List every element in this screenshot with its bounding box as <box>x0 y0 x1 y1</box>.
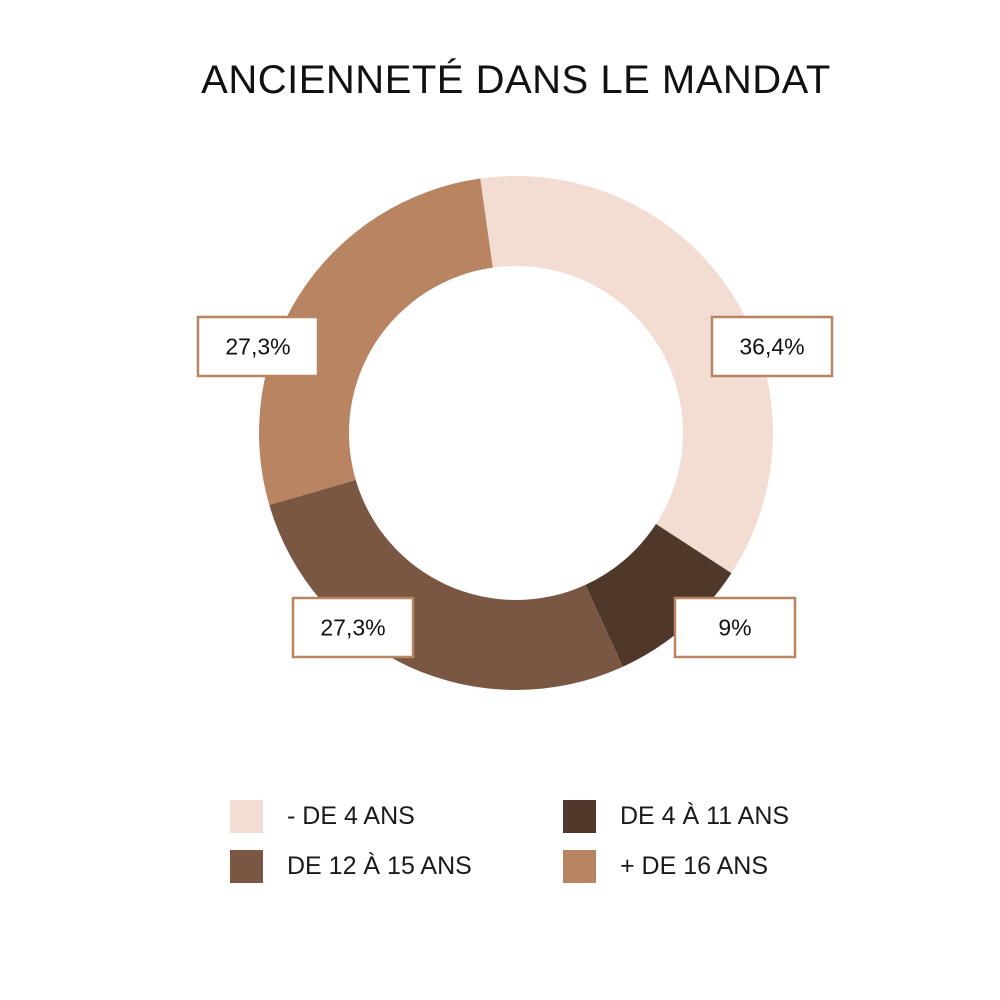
data-label-box <box>291 596 415 659</box>
legend-swatch <box>563 850 596 883</box>
donut-slice-1 <box>480 176 773 574</box>
data-label-text: 36,4% <box>739 334 804 360</box>
legend-item-4-11: DE 4 À 11 ANS <box>563 800 789 833</box>
legend-label: DE 4 À 11 ANS <box>620 802 790 830</box>
data-label-text: 9% <box>718 615 751 641</box>
legend-label: DE 12 À 15 ANS <box>287 852 472 880</box>
data-label-4: 27,3% <box>196 315 320 378</box>
data-labels: 36,4% 9% 27,3% 27,3% <box>196 315 834 659</box>
legend-swatch <box>563 800 596 833</box>
donut-slice-4 <box>258 178 493 506</box>
legend-label: - DE 4 ANS <box>287 802 415 830</box>
legend: - DE 4 ANS DE 4 À 11 ANS DE 12 À 15 ANS … <box>230 800 850 890</box>
donut-slice-3 <box>269 479 623 690</box>
data-label-2: 9% <box>673 596 797 659</box>
donut-slices <box>258 176 773 690</box>
data-label-box <box>673 596 797 659</box>
legend-item-12-15: DE 12 À 15 ANS <box>230 850 472 883</box>
data-label-1: 36,4% <box>710 315 834 378</box>
data-label-3: 27,3% <box>291 596 415 659</box>
legend-label: + DE 16 ANS <box>620 852 768 880</box>
data-label-box <box>196 315 320 378</box>
data-label-box <box>710 315 834 378</box>
legend-swatch <box>230 850 263 883</box>
donut-slice-2 <box>585 524 732 667</box>
legend-item-less-4: - DE 4 ANS <box>230 800 415 833</box>
chart-title: ANCIENNETÉ DANS LE MANDAT <box>201 58 831 102</box>
data-label-text: 27,3% <box>225 334 290 360</box>
data-label-text: 27,3% <box>320 615 385 641</box>
legend-item-more-16: + DE 16 ANS <box>563 850 768 883</box>
legend-swatch <box>230 800 263 833</box>
